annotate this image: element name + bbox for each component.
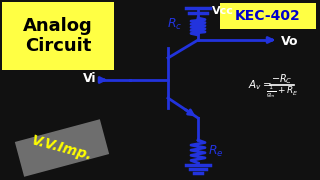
Text: V.V.Imp.: V.V.Imp. bbox=[30, 133, 94, 163]
FancyBboxPatch shape bbox=[2, 2, 114, 70]
Text: KEC-402: KEC-402 bbox=[235, 9, 301, 23]
Text: $\frac{1}{g_m}+R_E$: $\frac{1}{g_m}+R_E$ bbox=[266, 83, 299, 99]
Text: $A_v=$: $A_v=$ bbox=[248, 78, 272, 92]
Text: Analog
Circuit: Analog Circuit bbox=[23, 17, 93, 55]
Text: $R_c$: $R_c$ bbox=[167, 17, 182, 32]
Text: Vi: Vi bbox=[83, 71, 96, 84]
FancyBboxPatch shape bbox=[220, 3, 316, 29]
Text: Vo: Vo bbox=[281, 35, 299, 48]
Text: $R_e$: $R_e$ bbox=[208, 144, 224, 159]
FancyBboxPatch shape bbox=[15, 119, 109, 177]
Text: Vcc: Vcc bbox=[212, 6, 234, 16]
Text: $-R_C$: $-R_C$ bbox=[271, 72, 293, 86]
